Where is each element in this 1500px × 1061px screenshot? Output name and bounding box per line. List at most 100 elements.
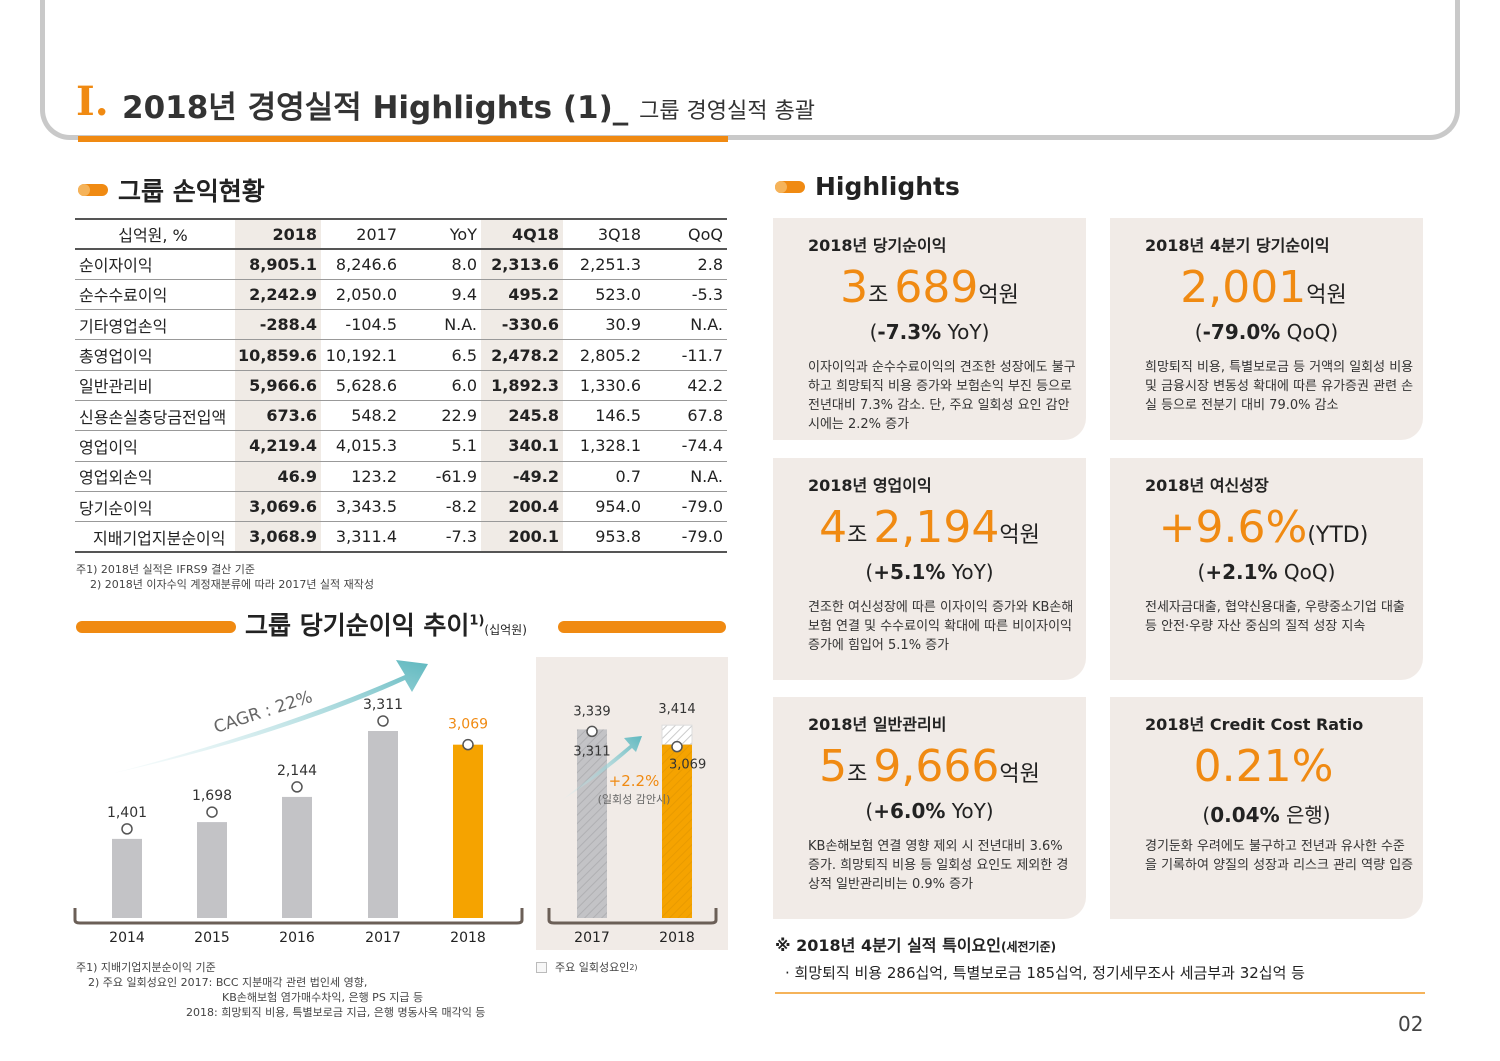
table-cell: 673.6 xyxy=(235,400,321,432)
trend-note-4: 2018: 희망퇴직 비용, 특별보로금 지급, 은행 명동사옥 매각익 등 xyxy=(186,1006,486,1019)
table-cell: 42.2 xyxy=(645,370,727,401)
main-chart-baseline xyxy=(73,908,524,925)
row-label: 순이자이익 xyxy=(75,249,235,280)
trend-legend: 주요 일회성요인 2) xyxy=(536,960,638,975)
table-cell: 495.2 xyxy=(481,279,563,311)
highlights-title-text: Highlights xyxy=(815,172,960,201)
card-value-b: 9,666 xyxy=(873,741,1000,792)
card-change: (+2.1% QoQ) xyxy=(1110,560,1423,584)
bullet-pill-icon xyxy=(775,180,805,193)
table-cell: 2,313.6 xyxy=(481,249,563,280)
card-value-a: 4 xyxy=(819,502,848,553)
card-title: 2018년 일반관리비 xyxy=(808,715,947,734)
trend-title-sup: 1) xyxy=(469,613,485,629)
card-description: KB손해보험 연결 영향 제외 시 전년대비 3.6% 증가. 희망퇴직 비용 … xyxy=(808,839,1069,892)
card-unit-a: 조 xyxy=(847,762,868,787)
table-cell: 2,050.0 xyxy=(321,279,401,311)
table-cell: 67.8 xyxy=(645,400,727,432)
bar-2015 xyxy=(197,822,227,918)
card-headline-value: 4조 2,194억원 xyxy=(773,502,1086,553)
card-description: 전세자금대출, 협약신용대출, 우량중소기업 대출 등 안전·우량 자산 중심의… xyxy=(1145,600,1405,634)
card-value-a: 0.21% xyxy=(1193,741,1334,792)
bar-2016 xyxy=(282,796,312,918)
adjusted-value-label: 3,414 xyxy=(658,702,695,717)
card-title: 2018년 당기순이익 xyxy=(808,236,947,255)
col-header: QoQ xyxy=(645,218,727,250)
point-marker xyxy=(586,725,598,738)
table-cell: 5,628.6 xyxy=(321,370,401,401)
table-row: 영업외손익 46.9 123.2 -61.9 -49.2 0.7 N.A. xyxy=(75,461,727,492)
card-unit-b: 억원 xyxy=(978,283,1019,308)
card-unit-a: 조 xyxy=(868,283,889,308)
trend-title-bar-right xyxy=(558,621,726,633)
table-cell: 245.8 xyxy=(481,400,563,432)
page-number: 02 xyxy=(1398,1012,1424,1036)
highlight-card: 2018년 영업이익 4조 2,194억원 (+5.1% YoY) 견조한 여신성장에 … xyxy=(773,458,1086,680)
table-cell: -79.0 xyxy=(645,521,727,553)
highlight-card: 2018년 Credit Cost Ratio 0.21% (0.04% 은행) 경기… xyxy=(1110,697,1423,919)
card-change-value: -7.3% xyxy=(877,320,942,344)
card-description: 희망퇴직 비용, 특별보로금 등 거액의 일회성 비용 및 금융시장 변동성 확… xyxy=(1145,360,1414,413)
bar-value-label: 2,144 xyxy=(277,763,317,779)
table-cell: -8.2 xyxy=(401,491,481,523)
col-header: 십억원, % xyxy=(75,218,235,250)
point-marker xyxy=(671,740,683,753)
special-factors-title: ※ 2018년 4분기 실적 특이요인(세전기준) xyxy=(775,932,1056,956)
card-change-basis: QoQ) xyxy=(1280,320,1339,344)
row-label: 기타영업손익 xyxy=(75,309,235,341)
card-title: 2018년 영업이익 xyxy=(808,476,932,495)
table-cell: -7.3 xyxy=(401,521,481,553)
col-header: 2017 xyxy=(321,218,401,250)
income-section-title: 그룹 손익현황 xyxy=(78,172,265,208)
table-cell: -288.4 xyxy=(235,309,321,341)
page-title-text: 2018년 경영실적 Highlights (1)_ xyxy=(122,90,629,126)
bar-value-label: 3,069 xyxy=(669,758,706,773)
table-cell: 200.1 xyxy=(481,521,563,553)
col-header: YoY xyxy=(401,218,481,250)
col-header: 4Q18 xyxy=(481,218,563,250)
bar-value-label: 3,069 xyxy=(448,717,488,733)
table-cell: 5.1 xyxy=(401,430,481,462)
table-cell: 200.4 xyxy=(481,491,563,523)
table-cell: -74.4 xyxy=(645,430,727,462)
table-cell: N.A. xyxy=(645,461,727,492)
table-row: 순수수료이익 2,242.9 2,050.0 9.4 495.2 523.0 -5.3 xyxy=(75,279,727,311)
card-headline-value: 2,001억원 xyxy=(1110,262,1423,313)
card-headline-value: +9.6%(YTD) xyxy=(1110,502,1423,553)
card-value-a: 5 xyxy=(819,741,848,792)
table-row: 지배기업지분순이익 3,068.9 3,311.4 -7.3 200.1 953.8 -79… xyxy=(75,521,727,553)
table-cell: 3,068.9 xyxy=(235,521,321,553)
table-cell: 10,859.6 xyxy=(235,339,321,371)
trend-title-unit: (십억원) xyxy=(484,623,527,637)
table-cell: 6.0 xyxy=(401,370,481,401)
trend-title-bar-left xyxy=(76,621,236,633)
table-cell: 548.2 xyxy=(321,400,401,432)
trend-legend-sup: 2) xyxy=(629,963,638,972)
income-table: 십억원, % 2018 2017 YoY 4Q18 3Q18 QoQ 순이자이익… xyxy=(75,218,727,553)
table-cell: 4,015.3 xyxy=(321,430,401,462)
table-cell: 1,892.3 xyxy=(481,370,563,401)
table-cell: -5.3 xyxy=(645,279,727,311)
table-row: 영업이익 4,219.4 4,015.3 5.1 340.1 1,328.1 -74.4 xyxy=(75,430,727,462)
card-unit-a: (YTD) xyxy=(1307,523,1369,548)
table-cell: 0.7 xyxy=(563,461,645,492)
table-cell: -49.2 xyxy=(481,461,563,492)
table-cell: 2,251.3 xyxy=(563,249,645,280)
card-unit-a: 조 xyxy=(847,523,868,548)
card-change-value: 0.04% xyxy=(1210,803,1280,827)
row-label: 총영업이익 xyxy=(75,339,235,371)
card-change-open: ( xyxy=(1202,803,1211,827)
card-change: (-7.3% YoY) xyxy=(773,320,1086,344)
table-cell: -79.0 xyxy=(645,491,727,523)
card-change-basis: 은행) xyxy=(1279,803,1331,827)
table-cell: 2,478.2 xyxy=(481,339,563,371)
card-change-value: +2.1% xyxy=(1205,560,1278,584)
card-change-value: -79.0% xyxy=(1202,320,1281,344)
row-label: 신용손실충당금전입액 xyxy=(75,400,235,432)
bar-2018 xyxy=(453,744,483,918)
table-cell: 3,069.6 xyxy=(235,491,321,523)
card-description: 이자이익과 순수수료이익의 견조한 성장에도 불구하고 희망퇴직 비용 증가와 … xyxy=(808,360,1076,432)
table-cell: N.A. xyxy=(401,309,481,341)
table-cell: 8,905.1 xyxy=(235,249,321,280)
card-change-open: ( xyxy=(1197,560,1206,584)
